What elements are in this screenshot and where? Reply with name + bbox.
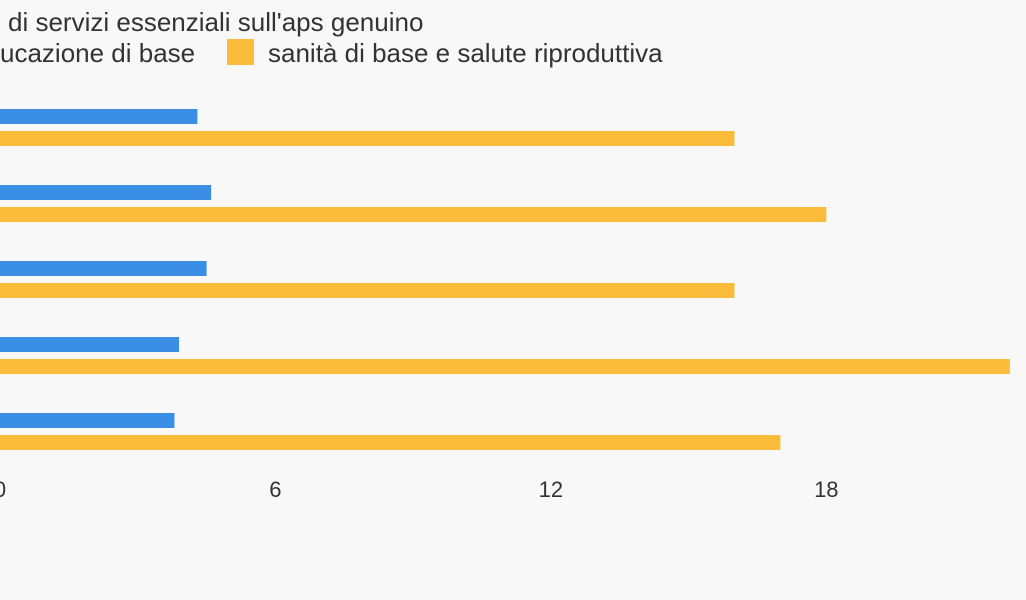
bar (0, 207, 827, 222)
x-tick-label: 18 (814, 477, 838, 502)
legend-swatch (227, 39, 254, 65)
bar (0, 109, 198, 124)
bar (0, 337, 180, 352)
x-tick-label: 6 (269, 477, 281, 502)
bar (0, 359, 1010, 374)
legend-label: ucazione di base (0, 38, 195, 68)
x-tick-label: 0 (0, 477, 6, 502)
bar (0, 283, 735, 298)
bar (0, 413, 175, 428)
x-tick-label: 12 (539, 477, 563, 502)
bar (0, 131, 735, 146)
legend-label: sanità di base e salute riproduttiva (268, 38, 663, 68)
chart-title: di servizi essenziali sull'aps genuino (8, 7, 423, 37)
bar (0, 435, 781, 450)
bar (0, 185, 212, 200)
bar (0, 261, 207, 276)
